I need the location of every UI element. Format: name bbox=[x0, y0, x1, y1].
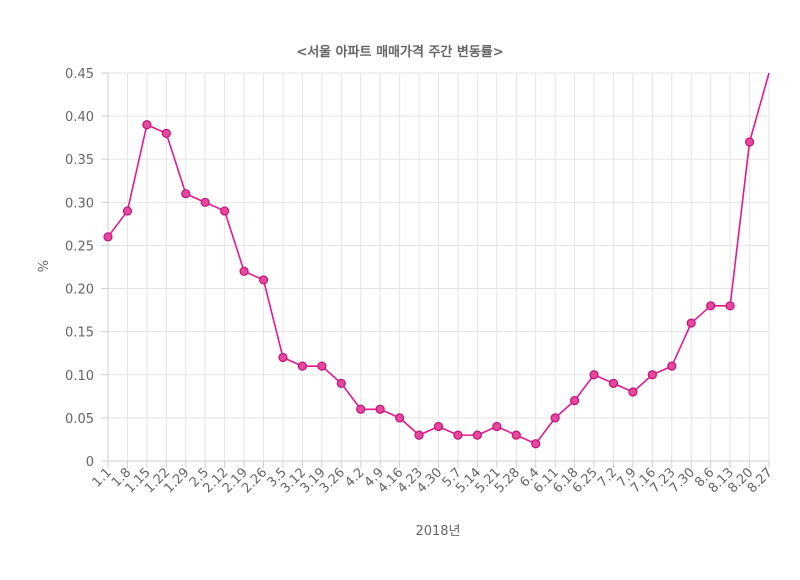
data-point[interactable] bbox=[667, 361, 677, 371]
data-point[interactable] bbox=[356, 404, 366, 414]
data-point[interactable] bbox=[317, 361, 327, 371]
data-point[interactable] bbox=[336, 378, 346, 388]
chart-title: <서울 아파트 매매가격 주간 변동률> bbox=[296, 44, 503, 60]
y-tick-label: 0 bbox=[86, 455, 94, 470]
y-tick-label: 0.35 bbox=[65, 153, 94, 168]
data-point[interactable] bbox=[161, 128, 171, 138]
data-point[interactable] bbox=[453, 430, 463, 440]
data-point[interactable] bbox=[239, 266, 249, 276]
data-point[interactable] bbox=[569, 396, 580, 406]
data-point[interactable] bbox=[258, 275, 269, 285]
data-point[interactable] bbox=[433, 421, 444, 432]
y-tick-label: 0.15 bbox=[65, 326, 94, 341]
data-point[interactable] bbox=[531, 439, 541, 449]
y-tick-label: 0.05 bbox=[65, 412, 94, 427]
data-point[interactable] bbox=[414, 430, 424, 440]
data-point[interactable] bbox=[200, 197, 210, 207]
data-point[interactable] bbox=[220, 206, 230, 216]
data-point[interactable] bbox=[142, 120, 152, 130]
data-point[interactable] bbox=[608, 378, 619, 388]
data-point[interactable] bbox=[375, 404, 385, 414]
data-point[interactable] bbox=[744, 137, 755, 147]
data-point[interactable] bbox=[472, 430, 482, 440]
y-axis-label: % bbox=[37, 260, 52, 272]
data-point[interactable] bbox=[589, 370, 599, 380]
x-axis-label: 2018년 bbox=[415, 524, 460, 539]
data-point[interactable] bbox=[278, 352, 288, 363]
data-point[interactable] bbox=[647, 370, 657, 380]
data-point[interactable] bbox=[628, 387, 638, 397]
data-point[interactable] bbox=[492, 421, 502, 432]
chart-grid bbox=[107, 72, 770, 462]
data-point[interactable] bbox=[686, 318, 696, 328]
y-axis-ticks: 0 0.05 0.10 0.15 0.20 0.25 0.30 0.35 0.40 0.45 bbox=[65, 67, 94, 470]
data-point[interactable] bbox=[550, 413, 560, 423]
y-tick-label: 0.30 bbox=[65, 196, 94, 211]
data-point[interactable] bbox=[181, 189, 191, 199]
x-axis-ticks: 1.11.81.151.221.292.52.122.192.263.53.12… bbox=[90, 465, 776, 496]
y-tick-label: 0.20 bbox=[65, 283, 94, 298]
y-tick-label: 0.10 bbox=[65, 369, 94, 384]
data-point[interactable] bbox=[511, 430, 521, 440]
series-group bbox=[103, 72, 770, 449]
y-tick-label: 0.40 bbox=[65, 110, 94, 125]
data-point[interactable] bbox=[103, 232, 113, 242]
y-tick-label: 0.45 bbox=[65, 67, 94, 82]
data-point[interactable] bbox=[706, 301, 716, 311]
y-tick-label: 0.25 bbox=[65, 239, 94, 254]
data-point[interactable] bbox=[122, 206, 133, 216]
data-point[interactable] bbox=[725, 301, 735, 311]
data-point[interactable] bbox=[395, 413, 405, 423]
data-point[interactable] bbox=[297, 361, 308, 371]
chart-axes bbox=[101, 72, 770, 468]
